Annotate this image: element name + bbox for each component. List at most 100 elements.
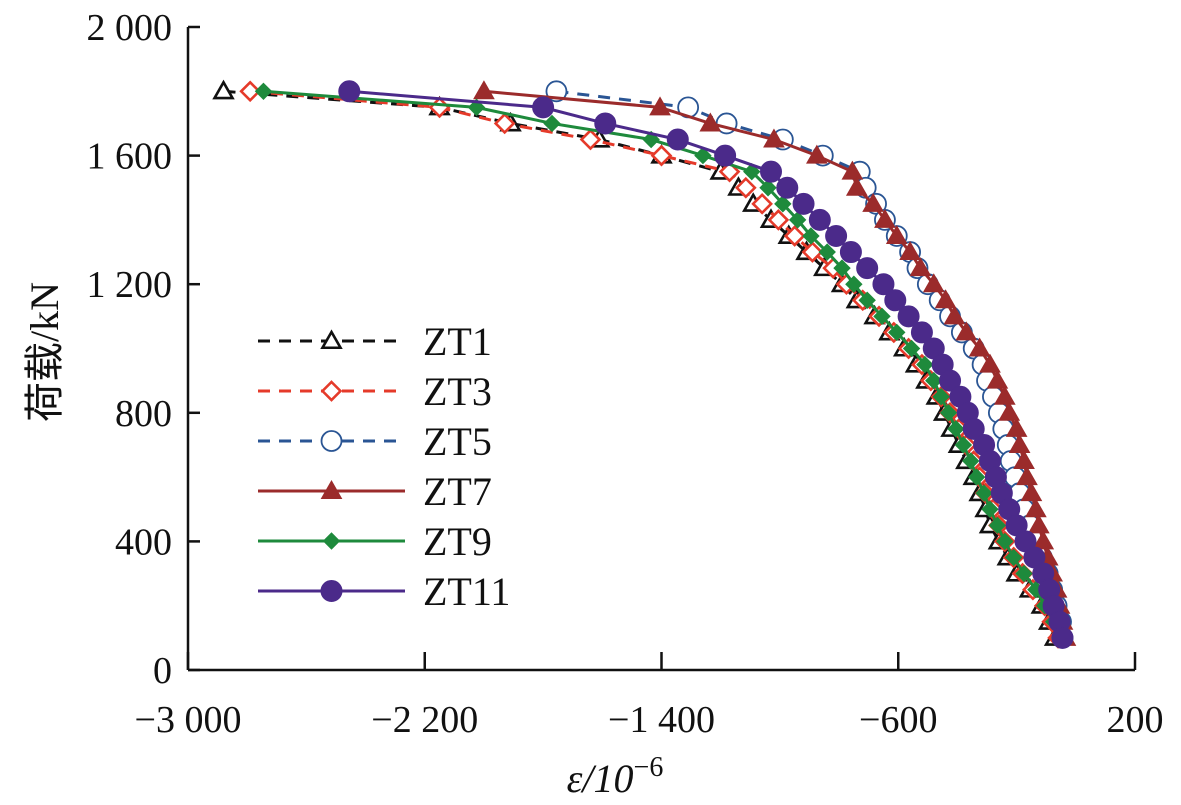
legend-item-zt1: ZT1 [258, 319, 492, 364]
data-point-zt9 [939, 404, 958, 422]
data-point-zt9 [694, 146, 712, 165]
legend-label: ZT11 [423, 569, 510, 614]
data-point-zt11 [825, 224, 848, 247]
data-point-zt7 [1024, 498, 1047, 518]
data-point-zt11 [962, 417, 985, 440]
data-point-zt7 [934, 289, 957, 309]
legend-item-zt3: ZT3 [258, 369, 492, 414]
data-point-zt3 [801, 241, 824, 263]
data-point-zt3 [493, 112, 516, 135]
data-point-zt7 [1020, 482, 1043, 502]
data-point-zt7 [1008, 433, 1031, 453]
data-point-zt9 [902, 339, 921, 358]
legend-marker [322, 532, 341, 550]
data-point-zt9 [845, 275, 863, 293]
x-axis-title-exponent: −6 [634, 752, 664, 783]
data-point-zt3 [735, 176, 757, 199]
x-tick-label: −600 [859, 699, 937, 741]
x-ticks: −3 000 −2 200 −1 400 −600 200 [135, 652, 1164, 741]
data-point-zt9 [818, 243, 836, 261]
legend-label: ZT3 [423, 369, 492, 414]
data-point-zt11 [910, 321, 933, 344]
data-point-zt9 [975, 484, 993, 502]
data-point-zt7 [763, 128, 785, 148]
data-point-zt9 [988, 516, 1007, 535]
legend-label: ZT1 [423, 319, 492, 364]
data-point-zt9 [947, 420, 965, 438]
legend-item-zt7: ZT7 [258, 469, 492, 514]
y-tick-label: 800 [115, 393, 172, 435]
data-point-zt1 [212, 79, 235, 100]
data-point-zt11 [714, 144, 737, 167]
legend: ZT1 ZT3 ZT5 ZT7 ZT9 ZT11 [258, 319, 510, 614]
data-point-zt7 [1027, 514, 1050, 534]
data-point-zt9 [858, 291, 876, 309]
data-point-zt9 [788, 211, 807, 229]
data-point-zt11 [776, 176, 799, 199]
data-point-zt3 [751, 192, 773, 215]
data-point-zt7 [473, 80, 495, 100]
data-point-zt11 [1051, 626, 1074, 649]
data-point-zt11 [884, 289, 907, 312]
legend-marker [320, 479, 343, 499]
data-point-zt7 [922, 273, 945, 293]
data-point-zt11 [532, 96, 555, 119]
data-point-zt9 [967, 468, 986, 486]
x-tick-label: −3 000 [135, 699, 242, 741]
y-tick-label: 1 200 [87, 264, 173, 306]
data-point-zt11 [872, 273, 895, 296]
data-point-zt9 [925, 371, 943, 390]
data-point-zt3 [783, 225, 806, 247]
axes: 0 400 800 1 200 1 600 2 000 −3 000 −2 200 −1 40… [87, 7, 1164, 741]
data-point-zt7 [1005, 417, 1028, 437]
x-tick-label: −2 200 [371, 699, 478, 741]
data-point-zt7 [986, 369, 1009, 389]
data-point-zt9 [759, 179, 777, 197]
data-point-zt7 [845, 176, 868, 196]
data-point-zt9 [962, 452, 980, 470]
data-point-zt11 [594, 112, 617, 135]
data-point-zt9 [1015, 564, 1033, 583]
data-point-zt7 [874, 208, 896, 228]
data-point-zt3 [650, 144, 673, 167]
x-axis-title-base: ε/10 [567, 756, 634, 801]
data-point-zt7 [806, 144, 828, 164]
y-tick-label: 0 [153, 650, 172, 692]
data-point-zt11 [666, 128, 689, 151]
legend-label: ZT7 [423, 469, 492, 514]
x-axis-title: ε/10−6 [567, 752, 664, 801]
data-point-zt11 [939, 369, 962, 392]
data-point-zt11 [792, 192, 815, 215]
legend-marker [320, 380, 343, 402]
series-zt7 [473, 80, 1077, 646]
data-point-zt7 [1016, 466, 1038, 486]
x-tick-label: −1 400 [608, 699, 715, 741]
y-ticks: 0 400 800 1 200 1 600 2 000 [87, 7, 200, 692]
data-point-zt9 [254, 82, 273, 101]
data-point-zt9 [888, 323, 906, 342]
data-point-zt11 [338, 80, 361, 103]
data-point-zt9 [774, 195, 792, 213]
data-point-zt7 [909, 257, 932, 277]
data-point-zt11 [759, 160, 782, 183]
data-point-zt7 [993, 385, 1016, 405]
data-point-zt7 [955, 321, 978, 341]
data-point-zt7 [841, 160, 864, 180]
x-tick-label: 200 [1107, 699, 1164, 741]
legend-marker [320, 580, 343, 602]
legend-item-zt9: ZT9 [258, 519, 492, 564]
data-point-zt7 [1032, 530, 1055, 550]
data-point-zt11 [897, 305, 920, 328]
data-point-zt9 [833, 259, 851, 277]
data-point-zt7 [943, 305, 966, 325]
legend-label: ZT9 [423, 519, 492, 564]
data-point-zt9 [916, 355, 934, 374]
series-zt11 [338, 80, 1074, 649]
data-point-zt11 [808, 208, 831, 231]
data-point-zt7 [979, 353, 1001, 373]
data-point-zt7 [699, 112, 722, 132]
data-point-zt7 [968, 337, 991, 357]
data-point-zt9 [873, 307, 891, 326]
data-point-zt9 [954, 436, 973, 454]
